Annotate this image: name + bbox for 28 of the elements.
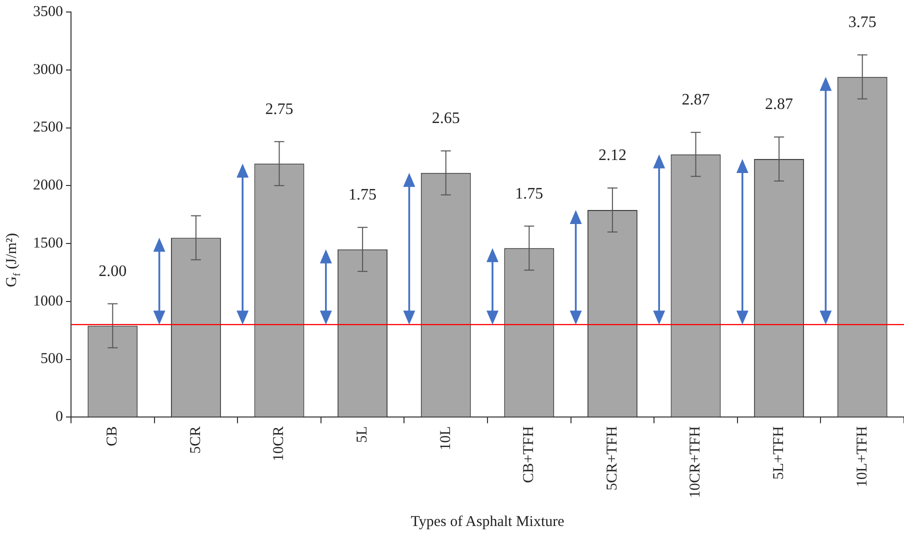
x-axis-title: Types of Asphalt Mixture	[410, 514, 565, 530]
annotation: 1.75	[348, 186, 377, 204]
annotation: 2.65	[432, 110, 460, 128]
annotation: 2.75	[265, 100, 294, 118]
x-tick-label: 10L	[438, 426, 454, 450]
y-tick-label: 3500	[33, 4, 63, 20]
x-tick-label: 5L	[354, 426, 370, 443]
x-tick-label: 10CR+TFH	[688, 426, 704, 498]
y-tick-label: 2500	[33, 120, 63, 136]
y-tick-label: 3000	[33, 62, 63, 78]
x-tick-label: 10L+TFH	[854, 426, 870, 488]
y-tick-label: 500	[40, 351, 63, 368]
y-tick-label: 1500	[33, 235, 63, 252]
annotation: 3.75	[848, 14, 876, 32]
annotation: 2.12	[598, 147, 626, 164]
x-tick-label: 5CR+TFH	[604, 426, 620, 491]
y-tick-label: 2000	[33, 178, 63, 194]
annotation: 2.00	[98, 262, 127, 280]
x-tick-label: 5CR	[188, 426, 204, 454]
annotation: 1.75	[515, 185, 544, 202]
x-tick-label: CB	[104, 426, 121, 446]
x-tick-label: 5L+TFH	[770, 426, 787, 480]
annotation: 2.87	[682, 92, 710, 109]
x-tick-label: CB+TFH	[521, 426, 538, 484]
y-tick-label: 1000	[33, 293, 63, 310]
y-tick-label: 0	[56, 409, 63, 426]
annotation: 2.87	[765, 96, 794, 114]
x-tick-label: 10CR	[271, 426, 288, 462]
